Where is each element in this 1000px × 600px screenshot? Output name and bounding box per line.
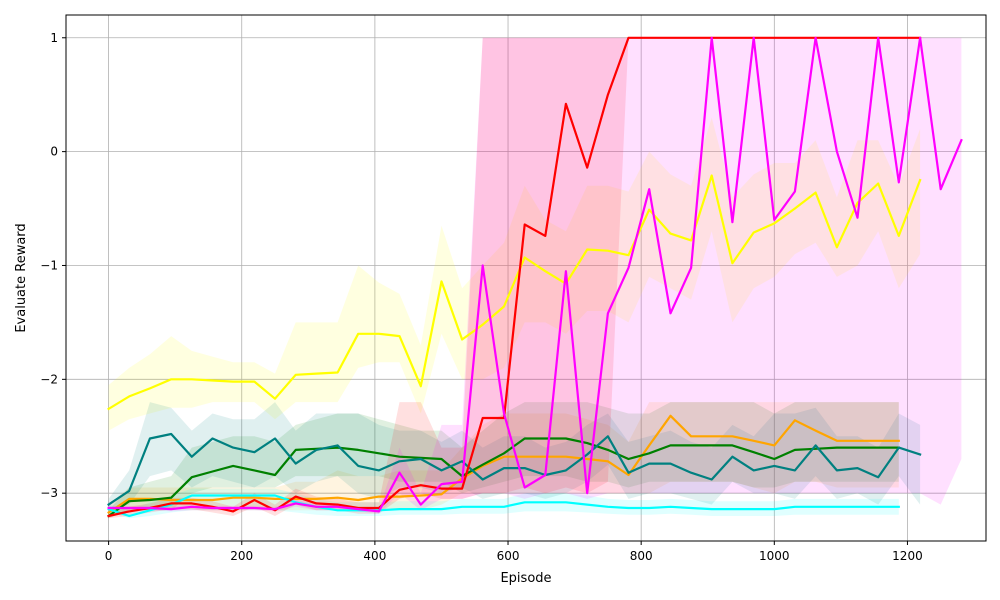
x-tick-label: 1000 <box>759 549 790 563</box>
x-axis-label: Episode <box>500 571 551 586</box>
series-2-band <box>108 402 899 516</box>
y-axis: −3 −2 −1 0 1 <box>40 31 66 500</box>
x-tick-label: 400 <box>363 549 386 563</box>
series-5-line <box>107 494 900 518</box>
series-7-line <box>107 36 963 513</box>
x-axis: 0 200 400 600 800 1000 1200 <box>105 541 923 563</box>
y-axis-label: Evaluate Reward <box>14 223 29 332</box>
series-1-line <box>107 174 922 411</box>
y-tick-label: −2 <box>40 372 58 386</box>
series-6-band <box>108 37 921 519</box>
y-tick-label: −3 <box>40 486 58 500</box>
plot-area <box>66 15 986 541</box>
y-tick-label: 0 <box>50 145 58 159</box>
y-tick-label: −1 <box>40 258 58 272</box>
series-4-line <box>107 432 922 507</box>
series-6-line <box>107 36 922 518</box>
series-2-line <box>107 414 900 515</box>
x-tick-label: 600 <box>497 549 520 563</box>
grid <box>66 15 986 541</box>
plot-frame <box>65 14 987 542</box>
x-tick-label: 200 <box>230 549 253 563</box>
x-tick-label: 800 <box>630 549 653 563</box>
series-5-band <box>108 488 899 519</box>
series-lines <box>107 36 963 518</box>
y-tick-label: 1 <box>50 31 58 45</box>
series-3-band <box>108 402 899 519</box>
series-3-line <box>107 437 900 518</box>
series-7-band <box>108 37 962 514</box>
x-tick-label: 0 <box>105 549 113 563</box>
x-tick-label: 1200 <box>892 549 923 563</box>
